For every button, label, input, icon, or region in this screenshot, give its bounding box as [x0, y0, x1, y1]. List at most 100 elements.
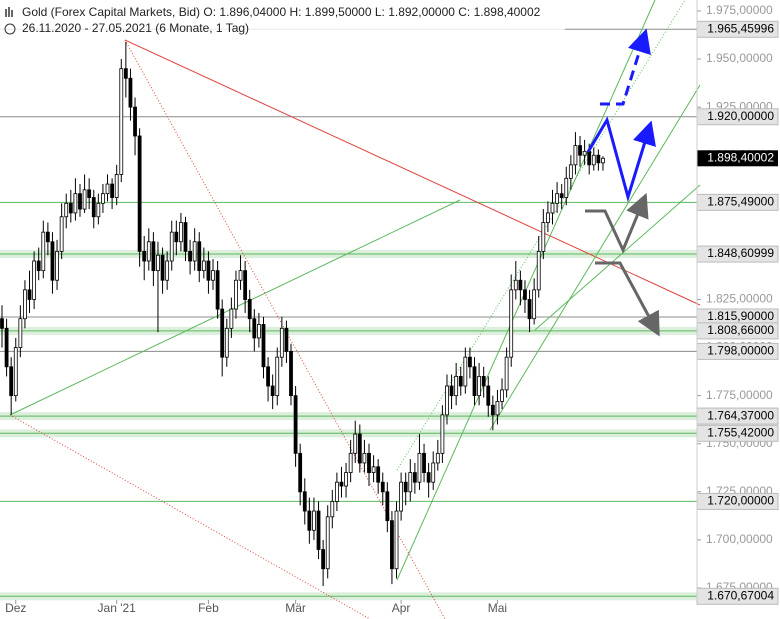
candle-body [78, 193, 82, 210]
y-tick-label: 1.825,00000 [706, 292, 773, 306]
x-tick-label: Feb [198, 601, 219, 615]
candle-body [137, 135, 142, 252]
candle-body [344, 472, 348, 487]
candle-body [454, 376, 459, 397]
current-price-box [697, 150, 778, 167]
candle-body [206, 260, 211, 281]
candle-body [91, 197, 96, 218]
x-tick-label: Apr [392, 601, 411, 615]
x-tick-label: Mär [285, 601, 306, 615]
candle-body [348, 452, 353, 473]
candle-body [247, 299, 252, 320]
candle-body [463, 356, 468, 387]
candle-body [229, 308, 234, 329]
candle-body [408, 472, 413, 493]
candle-body [45, 231, 50, 243]
candle-body [192, 241, 197, 262]
trend-line [534, 184, 701, 331]
candle-body [532, 289, 537, 320]
x-tick-label: Jan '21 [98, 601, 137, 615]
candle-body [55, 250, 59, 281]
candle-body [224, 327, 229, 358]
candle-body [59, 216, 64, 252]
candle-body [151, 241, 156, 272]
candle-body [32, 260, 37, 300]
candle-body [601, 157, 605, 164]
candle-body [256, 324, 261, 339]
candle-body [559, 193, 564, 198]
candle-body [587, 150, 592, 166]
trend-line [9, 414, 371, 619]
candle-body [371, 466, 376, 473]
candle-body [316, 510, 321, 550]
candle-body [312, 510, 316, 531]
candle-body [302, 491, 307, 512]
candle-body [270, 385, 275, 397]
candle-body [334, 481, 339, 502]
candle-body [13, 347, 18, 397]
candle-body [536, 250, 541, 291]
candle-body [390, 520, 394, 570]
price-labels: 1.965,45996 1.920,00000 1.875,49000 1.848,6… [696, 0, 779, 605]
candle-body [490, 404, 495, 416]
y-tick-label: 1.975,00000 [706, 3, 773, 17]
candle-body [403, 481, 408, 493]
candle-body [211, 270, 215, 281]
y-tick-label: 1.775,00000 [706, 388, 773, 402]
candle-body [426, 472, 431, 483]
candle-body [4, 327, 9, 368]
candle-body [165, 260, 170, 281]
level-label: 1.764,37000 [707, 408, 774, 422]
arrow [600, 28, 651, 106]
candle-body [73, 193, 78, 214]
candle-body [266, 366, 270, 387]
candle-body [472, 366, 477, 397]
candle-body [399, 481, 404, 512]
candle-body [325, 516, 330, 570]
candle-body [105, 183, 110, 195]
candle-body [201, 260, 206, 272]
trend-line [489, 84, 701, 431]
candle-body [546, 212, 550, 223]
candle-body [114, 174, 119, 198]
candle-body [422, 452, 426, 473]
candle-body [307, 510, 312, 531]
candle-body [179, 222, 183, 243]
candle-body [440, 414, 445, 454]
candle-body [486, 385, 491, 406]
candle-body [509, 289, 514, 358]
candle-body [293, 395, 298, 454]
candle-body [174, 231, 179, 243]
candle-body [449, 385, 454, 397]
candle-body [169, 231, 174, 262]
level-label: 1.875,49000 [707, 195, 774, 209]
candle-body [573, 145, 578, 166]
candle-body [289, 351, 293, 397]
candle-body [252, 318, 257, 339]
candle-body [215, 270, 220, 310]
candle-body [591, 154, 596, 166]
level-label: 1.965,45996 [707, 21, 774, 35]
candle-body [146, 241, 151, 262]
x-tick-label: Dez [5, 601, 26, 615]
candle-body [243, 270, 248, 300]
candle-body [550, 202, 555, 214]
candle-body [357, 433, 362, 464]
level-label: 1.808,66000 [707, 323, 774, 337]
candle-body [110, 183, 114, 198]
trend-line [396, 0, 686, 471]
header-bg [0, 2, 565, 32]
candle-body [220, 308, 225, 358]
arrow [585, 192, 649, 254]
x-tick-label: Mai [488, 601, 507, 615]
candle-body [18, 318, 23, 348]
candle-body [64, 202, 69, 218]
candle-body [596, 154, 601, 164]
drawings [9, 0, 701, 619]
candle-body [87, 189, 92, 198]
candle-body [330, 501, 335, 518]
candle-body [394, 510, 399, 570]
candle-body [119, 68, 124, 175]
candle-body [353, 433, 358, 454]
